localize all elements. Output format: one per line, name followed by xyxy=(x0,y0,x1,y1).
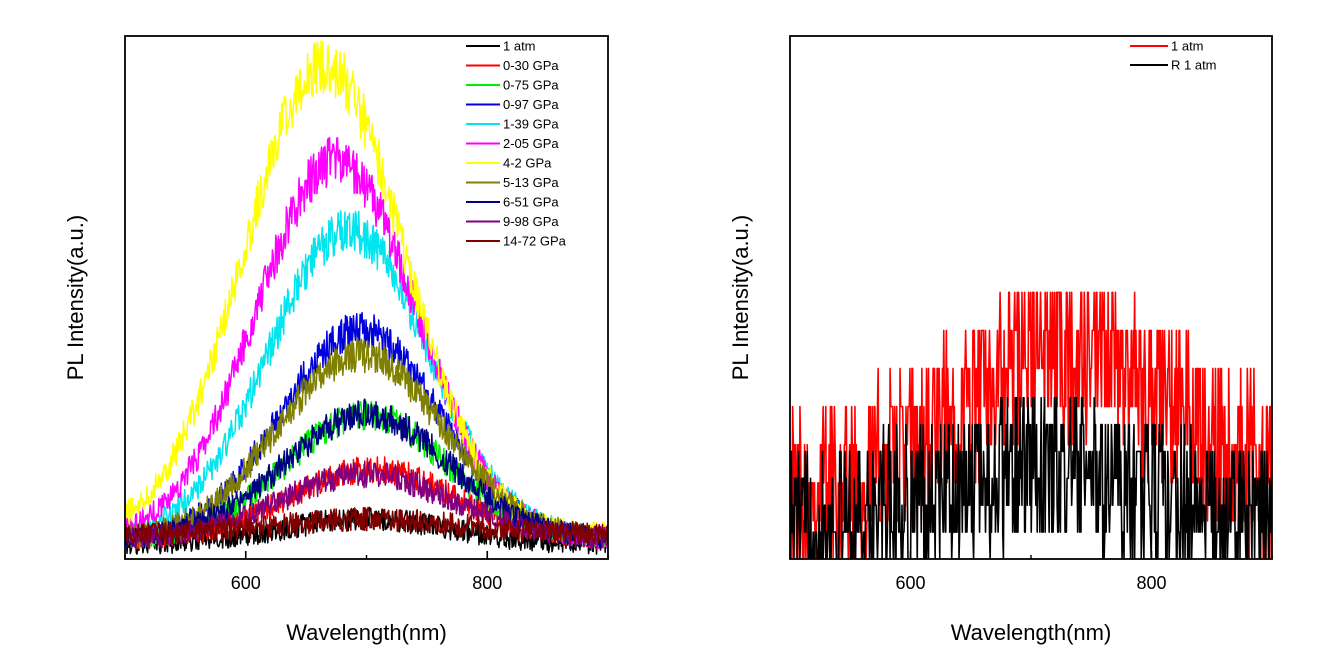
legend-label: 0-75 GPa xyxy=(503,78,559,93)
series-line-r-1-atm xyxy=(790,396,1272,559)
right-chart-panel: 600 800 Wavelength(nm) PL Intensity(a.u.) 1 … xyxy=(728,35,1273,645)
series-line-14-72-gpa xyxy=(125,506,608,545)
x-tick-label: 600 xyxy=(231,573,261,593)
legend-label: 14-72 GPa xyxy=(503,234,567,249)
legend: 1 atm 0-30 GPa 0-75 GPa 0-97 GPa 1-39 GPa 2-0… xyxy=(466,39,567,249)
legend-label: 0-97 GPa xyxy=(503,97,559,112)
x-axis-title: Wavelength(nm) xyxy=(951,620,1112,645)
x-tick-label: 800 xyxy=(1136,573,1166,593)
series-group xyxy=(790,291,1272,559)
legend-label: 4-2 GPa xyxy=(503,156,552,171)
legend-label: 1 atm xyxy=(503,39,536,54)
left-chart-panel: 600 800 Wavelength(nm) PL Intensity(a.u.) 1 … xyxy=(63,35,609,645)
legend-label: 6-51 GPa xyxy=(503,195,559,210)
series-line-9-98-gpa xyxy=(125,460,608,549)
legend-label: 1-39 GPa xyxy=(503,117,559,132)
legend-label: 1 atm xyxy=(1171,39,1204,54)
series-group xyxy=(125,40,608,555)
legend-label: 0-30 GPa xyxy=(503,58,559,73)
legend-label: 9-98 GPa xyxy=(503,214,559,229)
y-axis-title: PL Intensity(a.u.) xyxy=(728,215,753,380)
legend-label: 5-13 GPa xyxy=(503,175,559,190)
x-tick-label: 600 xyxy=(895,573,925,593)
series-line-1-39-gpa xyxy=(125,210,608,549)
x-axis-title: Wavelength(nm) xyxy=(286,620,447,645)
y-axis-title: PL Intensity(a.u.) xyxy=(63,215,88,380)
legend-label: 2-05 GPa xyxy=(503,136,559,151)
legend-label: R 1 atm xyxy=(1171,58,1217,73)
x-tick-label: 800 xyxy=(472,573,502,593)
legend: 1 atm R 1 atm xyxy=(1130,39,1217,73)
